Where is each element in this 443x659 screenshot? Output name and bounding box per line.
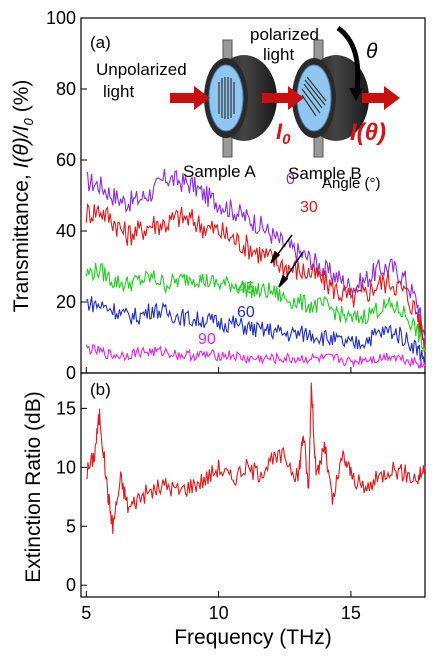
y-tick-label-a-20: 20 xyxy=(56,292,76,312)
series-label-0: 0 xyxy=(286,171,295,188)
extinction-line xyxy=(86,382,426,534)
light-arrows xyxy=(170,86,400,110)
x-tick-label-5: 5 xyxy=(81,603,91,623)
rotation-arrow xyxy=(336,25,361,91)
series-line-30 xyxy=(85,202,426,353)
series-line-90 xyxy=(85,344,426,369)
sample-b-polarizer xyxy=(292,39,369,158)
polarized-label: polarized xyxy=(250,25,319,44)
series-label-45: 45 xyxy=(237,280,255,297)
x-axis-title: Frequency (THz) xyxy=(174,626,332,649)
series-lines xyxy=(85,169,426,534)
y-tick-label-b-0: 0 xyxy=(66,575,76,595)
y-tick-label-b-15: 15 xyxy=(56,398,76,418)
panel-b-frame xyxy=(80,372,426,598)
panel-b-label: (b) xyxy=(90,380,111,399)
y-tick-label-b-10: 10 xyxy=(56,457,76,477)
series-line-0 xyxy=(86,169,426,338)
y-tick-label-b-5: 5 xyxy=(66,516,76,536)
y-tick-label-a-100: 100 xyxy=(46,8,76,28)
y-tick-label-a-0: 0 xyxy=(66,363,76,383)
y-tick-label-a-40: 40 xyxy=(56,221,76,241)
series-line-45 xyxy=(85,263,426,352)
series-line-60 xyxy=(86,296,426,364)
x-tick-label-10: 10 xyxy=(209,603,229,623)
unpolarized-label: Unpolarized xyxy=(96,60,187,79)
y-tick-label-a-80: 80 xyxy=(56,79,76,99)
sample-a-label: Sample A xyxy=(183,162,256,181)
y-axis-title-b: Extinction Ratio (dB) xyxy=(22,391,45,582)
sample-b-label: Sample B xyxy=(288,164,362,183)
i0-label: I0 xyxy=(276,119,291,148)
sample-a-polarizer xyxy=(204,39,277,158)
polarized-label-2: light xyxy=(263,45,294,64)
y-tick-label-a-60: 60 xyxy=(56,150,76,170)
x-tick-label-15: 15 xyxy=(341,603,361,623)
series-label-90: 90 xyxy=(198,331,216,348)
unpolarized-label-2: light xyxy=(103,82,134,101)
angle-arrows xyxy=(270,234,304,288)
panel-a-label: (a) xyxy=(90,33,111,52)
itheta-label: I(θ) xyxy=(350,119,386,146)
series-label-60: 60 xyxy=(237,304,255,321)
series-label-30: 30 xyxy=(300,199,318,216)
y-axis-title-a: Transmittance, I(θ)/I0(%) xyxy=(10,80,36,313)
theta-label: θ xyxy=(366,40,378,63)
legend-title: Angle (°) xyxy=(322,175,381,192)
inset-schematic: Unpolarized light xyxy=(96,25,400,183)
